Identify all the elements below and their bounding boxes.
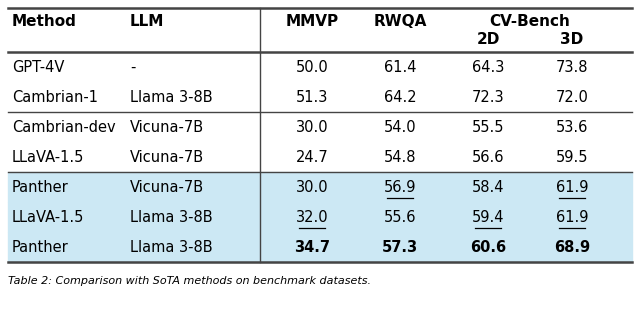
Text: CV-Bench: CV-Bench [490,14,570,29]
Text: RWQA: RWQA [373,14,427,29]
Text: Vicuna-7B: Vicuna-7B [130,120,204,135]
Text: 55.5: 55.5 [472,120,504,135]
Text: 72.0: 72.0 [556,90,588,105]
Text: 56.9: 56.9 [384,180,416,195]
Text: 64.2: 64.2 [384,90,416,105]
Text: Vicuna-7B: Vicuna-7B [130,150,204,165]
Text: LLaVA-1.5: LLaVA-1.5 [12,150,84,165]
Text: 34.7: 34.7 [294,240,330,255]
Text: Llama 3-8B: Llama 3-8B [130,240,212,255]
Text: 57.3: 57.3 [382,240,418,255]
Text: Llama 3-8B: Llama 3-8B [130,90,212,105]
Text: 64.3: 64.3 [472,60,504,75]
Text: LLM: LLM [130,14,164,29]
Text: 61.9: 61.9 [556,180,588,195]
Text: 73.8: 73.8 [556,60,588,75]
Text: 24.7: 24.7 [296,150,328,165]
Text: MMVP: MMVP [285,14,339,29]
Text: 56.6: 56.6 [472,150,504,165]
Text: 72.3: 72.3 [472,90,504,105]
Bar [8,172,632,202]
Text: 3D: 3D [561,32,584,47]
Text: 59.4: 59.4 [472,210,504,225]
Text: 60.6: 60.6 [470,240,506,255]
Text: 59.5: 59.5 [556,150,588,165]
Text: 51.3: 51.3 [296,90,328,105]
Text: Llama 3-8B: Llama 3-8B [130,210,212,225]
Text: Method: Method [12,14,77,29]
Text: 54.8: 54.8 [384,150,416,165]
Text: 32.0: 32.0 [296,210,328,225]
Text: 61.9: 61.9 [556,210,588,225]
Bar [8,232,632,262]
Text: Vicuna-7B: Vicuna-7B [130,180,204,195]
Text: Panther: Panther [12,240,68,255]
Text: 55.6: 55.6 [384,210,416,225]
Text: -: - [130,60,136,75]
Text: 58.4: 58.4 [472,180,504,195]
Text: 2D: 2D [476,32,500,47]
Text: LLaVA-1.5: LLaVA-1.5 [12,210,84,225]
Bar [8,202,632,232]
Text: 30.0: 30.0 [296,180,328,195]
Text: 61.4: 61.4 [384,60,416,75]
Text: GPT-4V: GPT-4V [12,60,65,75]
Text: Cambrian-1: Cambrian-1 [12,90,98,105]
Text: Table 2: Comparison with SoTA methods on benchmark datasets.: Table 2: Comparison with SoTA methods on… [8,276,371,286]
Text: 68.9: 68.9 [554,240,590,255]
Text: 53.6: 53.6 [556,120,588,135]
Text: 54.0: 54.0 [384,120,416,135]
Text: 50.0: 50.0 [296,60,328,75]
Text: 30.0: 30.0 [296,120,328,135]
Text: Cambrian-dev: Cambrian-dev [12,120,116,135]
Text: Panther: Panther [12,180,68,195]
